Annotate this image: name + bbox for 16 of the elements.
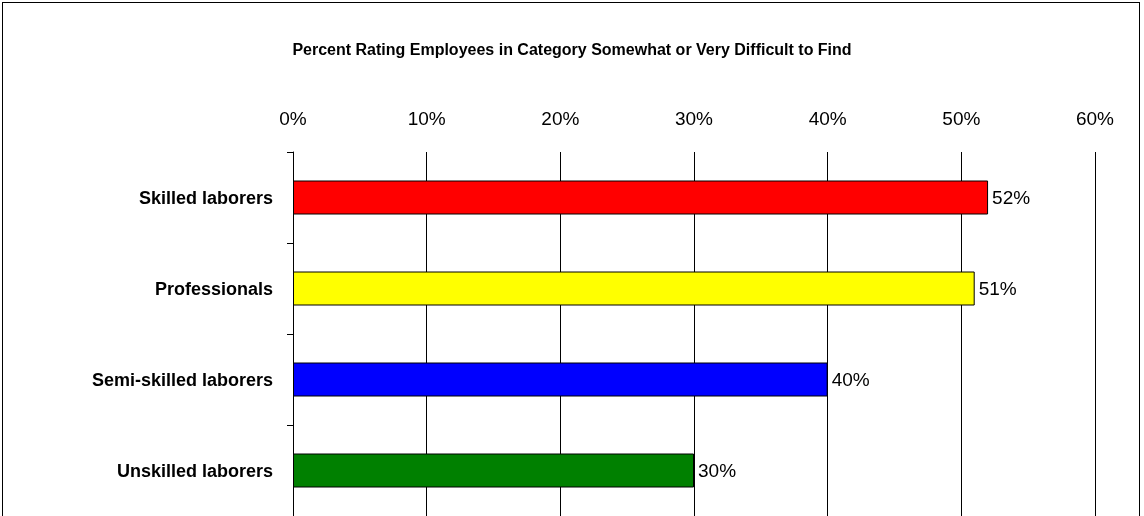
- y-tick-label: Semi-skilled laborers: [91, 369, 273, 390]
- y-tick-label: Unskilled laborers: [116, 460, 273, 481]
- x-tick-label: 50%: [942, 108, 981, 129]
- x-tick-label: 0%: [279, 108, 307, 129]
- x-tick-label: 10%: [407, 108, 446, 129]
- y-tick-label: Skilled laborers: [138, 187, 273, 208]
- data-label: 52%: [992, 187, 1031, 208]
- y-tick-label: Professionals: [154, 278, 273, 299]
- x-tick-label: 60%: [1075, 108, 1115, 129]
- x-tick-label: 40%: [808, 108, 847, 129]
- x-tick-label: 30%: [674, 108, 714, 129]
- data-label: 40%: [831, 369, 870, 390]
- chart-title: Percent Rating Employees in Category Somewhat or Very Difficult to Find: [292, 40, 852, 58]
- x-tick-label: 20%: [541, 108, 580, 129]
- data-label: 30%: [698, 460, 737, 481]
- data-label: 51%: [978, 278, 1017, 299]
